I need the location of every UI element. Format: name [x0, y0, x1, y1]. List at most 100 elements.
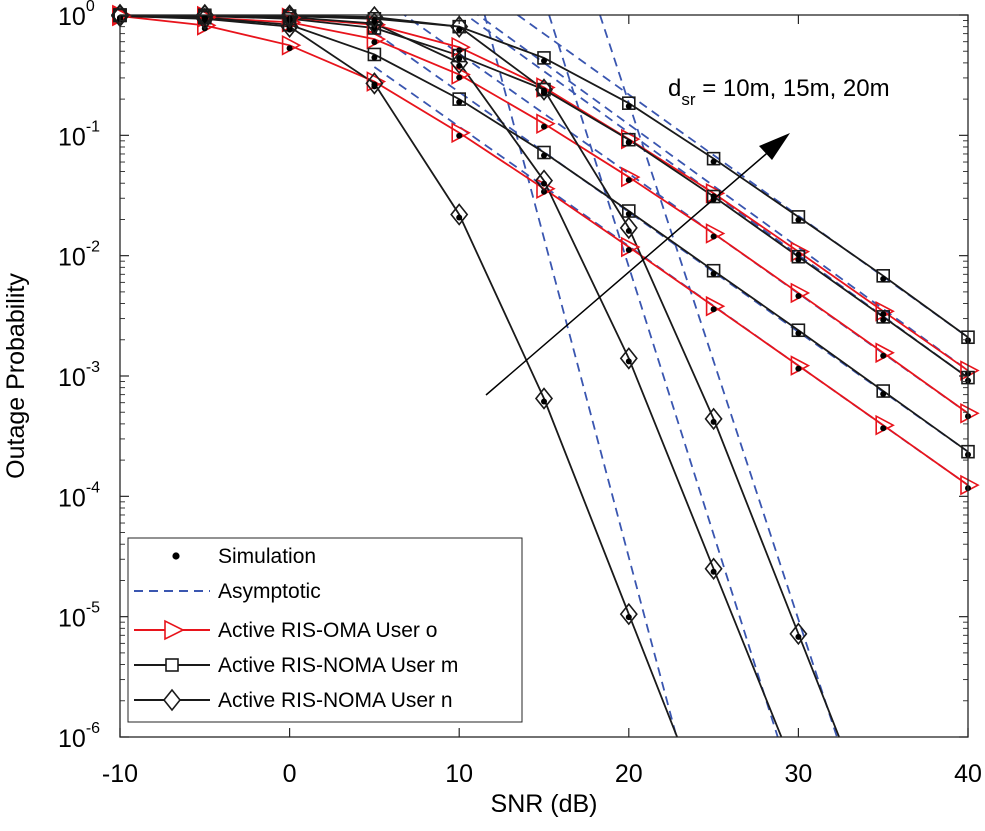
simulation-point	[880, 352, 887, 359]
y-tick-base: 10	[58, 605, 86, 633]
y-tick-base: 10	[58, 244, 86, 272]
simulation-point	[541, 398, 547, 405]
x-axis-label: SNR (dB)	[491, 790, 598, 818]
y-tick-label: 10-3	[58, 359, 100, 392]
simulation-point	[795, 216, 802, 223]
simulation-point	[795, 365, 802, 372]
simulation-point	[625, 358, 632, 365]
simulation-point	[456, 132, 463, 139]
y-axis-label: Outage Probability	[2, 273, 30, 479]
diamond-marker	[704, 407, 723, 431]
legend-label-asymptotic: Asymptotic	[218, 580, 321, 603]
legend-sample-dot	[172, 552, 180, 560]
diamond-marker	[619, 216, 638, 240]
simulation-point	[880, 391, 887, 398]
simulation-point	[201, 15, 208, 21]
y-tick-base: 10	[58, 364, 86, 392]
y-tick-label: 100	[58, 0, 95, 31]
simulation-point	[541, 123, 547, 130]
asymptotic-line	[599, 15, 838, 737]
simulation-point	[541, 89, 547, 96]
simulation-point	[541, 180, 547, 187]
y-tick-label: 10-2	[58, 239, 100, 272]
simulation-point	[456, 26, 463, 33]
annotation-arrow-line	[485, 147, 774, 396]
y-tick-exponent: -4	[86, 479, 100, 496]
simulation-point	[795, 251, 802, 258]
x-tick-label: 0	[283, 760, 297, 788]
diamond-marker	[365, 5, 384, 29]
asymptotic-line	[548, 15, 779, 737]
y-tick-exponent: -3	[86, 359, 100, 376]
simulation-point	[541, 57, 547, 64]
diamond-marker	[280, 4, 299, 27]
y-tick-exponent: -2	[86, 239, 100, 256]
simulation-point	[371, 83, 378, 90]
simulation-point	[880, 316, 887, 323]
simulation-point	[456, 74, 463, 81]
legend-item-noma-m: Active RIS-NOMA User m	[134, 654, 458, 677]
simulation-point	[625, 211, 632, 218]
legend: Simulation Asymptotic Active RIS-OMA Use…	[127, 537, 523, 723]
diamond-marker	[704, 557, 723, 581]
simulation-point	[710, 158, 717, 165]
simulation-point	[880, 425, 887, 432]
marker-layer	[110, 3, 980, 646]
diamond-marker	[789, 622, 808, 646]
simulation-point	[456, 62, 463, 69]
simulation-point	[625, 614, 632, 621]
x-tick-label: 30	[784, 760, 812, 788]
simulation-point	[710, 233, 717, 240]
annotation-label: dsr = 10m, 15m, 20m	[668, 75, 890, 109]
legend-triangle-marker	[164, 619, 185, 641]
annotation-subscript: sr	[681, 90, 696, 109]
simulation-point	[286, 26, 293, 33]
diamond-marker	[365, 72, 384, 95]
simulation-point	[795, 330, 802, 337]
y-tick-base: 10	[58, 3, 86, 31]
y-tick-exponent: 0	[86, 0, 95, 15]
y-tick-label: 10-4	[58, 479, 100, 512]
simulation-point	[625, 139, 632, 146]
y-tick-exponent: -5	[86, 600, 100, 617]
legend-item-simulation: Simulation	[172, 545, 316, 568]
simulation-point	[371, 17, 378, 24]
diamond-marker	[280, 5, 299, 29]
simulation-point	[710, 568, 717, 575]
y-tick-base: 10	[58, 484, 86, 512]
legend-label-noma-n: Active RIS-NOMA User n	[218, 689, 453, 712]
x-tick-label: 40	[954, 760, 982, 788]
y-tick-label: 10-5	[58, 600, 100, 633]
simulation-point	[880, 275, 887, 282]
legend-item-oma: Active RIS-OMA User o	[134, 619, 437, 642]
diamond-marker	[534, 78, 554, 101]
diamond-marker	[280, 15, 299, 38]
legend-diamond-marker	[162, 688, 182, 712]
x-tick-label: 20	[615, 760, 643, 788]
simulation-point	[286, 45, 293, 52]
annotation-text: = 10m, 15m, 20m	[696, 75, 890, 102]
diamond-marker	[450, 51, 469, 75]
y-tick-label: 10-6	[58, 720, 100, 753]
simulation-point	[456, 55, 463, 62]
legend-label-oma: Active RIS-OMA User o	[218, 619, 437, 642]
simulation-point	[795, 292, 802, 299]
simulation-point	[456, 99, 463, 106]
diamond-marker	[619, 347, 638, 370]
y-tick-exponent: -1	[86, 118, 100, 135]
diamond-marker	[195, 3, 214, 27]
series-line	[120, 15, 679, 737]
simulation-point	[710, 270, 717, 277]
annotation-arrow-head	[759, 133, 790, 160]
simulation-point	[625, 103, 632, 110]
simulation-point	[625, 227, 632, 234]
annotation-prefix: d	[668, 75, 681, 102]
legend-item-noma-n: Active RIS-NOMA User n	[134, 688, 453, 712]
simulation-point	[371, 39, 378, 46]
simulation-point	[456, 214, 463, 221]
diamond-marker	[619, 602, 638, 626]
legend-label-noma-m: Active RIS-NOMA User m	[218, 654, 458, 677]
simulation-point	[625, 177, 632, 184]
